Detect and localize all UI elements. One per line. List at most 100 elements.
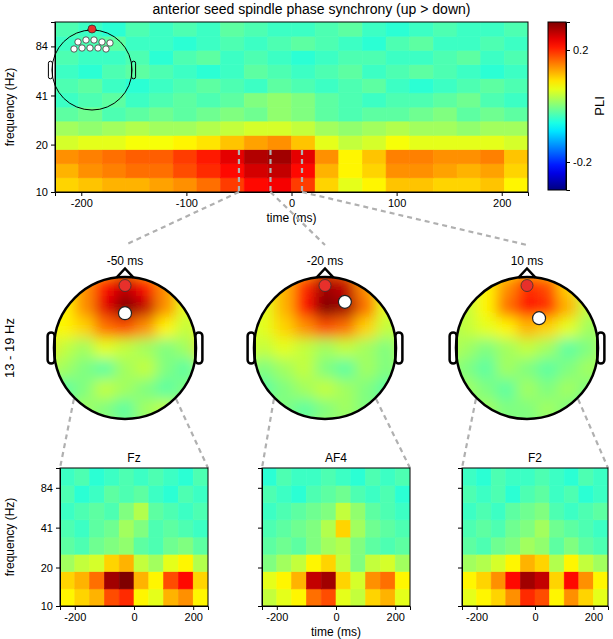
topo-cell: [294, 420, 315, 441]
heatmap-cell: [339, 121, 363, 135]
heatmap-cell: [150, 36, 174, 50]
tick: [458, 606, 462, 607]
heatmap-cell: [164, 485, 179, 502]
tick-mark: [292, 192, 293, 196]
heatmap-cell: [351, 468, 366, 485]
heatmap-cell: [60, 554, 75, 571]
heatmap-cell: [457, 164, 481, 178]
topo-cell: [94, 358, 115, 379]
heatmap-cell: [481, 121, 505, 135]
heatmap-cell: [268, 121, 292, 135]
heatmap-cell: [306, 554, 321, 571]
topo-cell: [599, 399, 613, 420]
heatmap-cell: [386, 22, 410, 36]
heatmap-cell: [315, 121, 339, 135]
heatmap-cell: [506, 485, 521, 502]
topo-cell: [197, 338, 218, 359]
heatmap-cell: [386, 107, 410, 121]
heatmap-cell: [60, 503, 75, 520]
tick: 41: [36, 89, 55, 101]
heatmap-cell: [339, 150, 363, 164]
tick-label: 84: [41, 482, 53, 494]
heatmap-cell: [197, 93, 221, 107]
tick-label: -0.2: [573, 156, 592, 168]
chart-title: AF4: [325, 451, 347, 465]
topo-cell: [33, 297, 54, 318]
heatmap-cell: [380, 468, 395, 485]
heatmap-cell: [60, 589, 75, 606]
heatmap-cell: [104, 537, 119, 554]
tick-mark: [258, 606, 262, 607]
topo-title: 10 ms: [511, 254, 544, 268]
heatmap-cell: [593, 572, 608, 589]
heatmap-cell: [579, 485, 594, 502]
tick: 200: [185, 606, 203, 623]
heatmap-cell: [550, 572, 565, 589]
heatmap-cell: [292, 36, 316, 50]
figure: -200-100010020010204184anterior seed spi…: [0, 0, 613, 639]
heatmap-cell: [268, 50, 292, 64]
tick-label: 0: [333, 611, 339, 623]
topo-cell: [558, 297, 579, 318]
heatmap-cell: [268, 107, 292, 121]
tick-mark: [566, 50, 570, 51]
heatmap-cell: [506, 537, 521, 554]
heatmap-cell: [221, 135, 245, 149]
heatmap-cell: [339, 65, 363, 79]
heatmap-cell: [395, 572, 410, 589]
heatmap-cell: [164, 537, 179, 554]
heatmap-cell: [104, 554, 119, 571]
head-inset: [48, 25, 135, 110]
heatmap-cell: [75, 572, 90, 589]
heatmap-cell: [564, 503, 579, 520]
tick-label: 200: [387, 611, 405, 623]
heatmap-cell: [244, 50, 268, 64]
topo-cell: [115, 338, 136, 359]
topo-cell: [435, 358, 456, 379]
heatmap-cell: [593, 589, 608, 606]
heatmap-cell: [336, 485, 351, 502]
topo-cell: [558, 338, 579, 359]
heatmap-cell: [321, 554, 336, 571]
heatmap-cell: [292, 520, 307, 537]
tick-label: -200: [64, 611, 86, 623]
topo-cell: [115, 276, 136, 297]
topo-cell: [356, 338, 377, 359]
heatmap-cell: [535, 468, 550, 485]
heatmap-cell: [321, 589, 336, 606]
heatmap-cell: [504, 93, 528, 107]
heatmap-cell: [351, 520, 366, 537]
heatmap-cells: [60, 468, 208, 606]
heatmap-cell: [221, 65, 245, 79]
heatmap-cell: [306, 572, 321, 589]
connectors: [60, 150, 608, 468]
heatmap-cell: [481, 50, 505, 64]
topo-cell: [578, 420, 599, 441]
heatmap-cell: [134, 520, 149, 537]
heatmap-cell: [336, 572, 351, 589]
axis: 10204184: [41, 469, 61, 613]
heatmap-cell: [351, 537, 366, 554]
heatmap-cell: [244, 79, 268, 93]
heatmap-cell: [119, 468, 134, 485]
heatmap-cell: [395, 520, 410, 537]
topo-cell: [135, 338, 156, 359]
topo-cell: [376, 399, 397, 420]
heatmap-cell: [550, 468, 565, 485]
heatmap-cell: [268, 93, 292, 107]
heatmap-cell: [315, 178, 339, 192]
axis: -200-1000100200: [56, 192, 529, 209]
heatmap-cell: [55, 164, 79, 178]
heatmap-cell: [197, 178, 221, 192]
heatmap-cell: [60, 572, 75, 589]
heatmap-cell: [380, 572, 395, 589]
connector: [238, 150, 240, 192]
heatmap-cell: [433, 93, 457, 107]
heatmap-cell: [262, 572, 277, 589]
topo-cells: [435, 256, 613, 441]
heatmap-cell: [150, 135, 174, 149]
heatmap-cell: [462, 485, 477, 502]
heatmap-cell: [506, 572, 521, 589]
heatmap-cell: [520, 589, 535, 606]
heatmap-cell: [339, 36, 363, 50]
